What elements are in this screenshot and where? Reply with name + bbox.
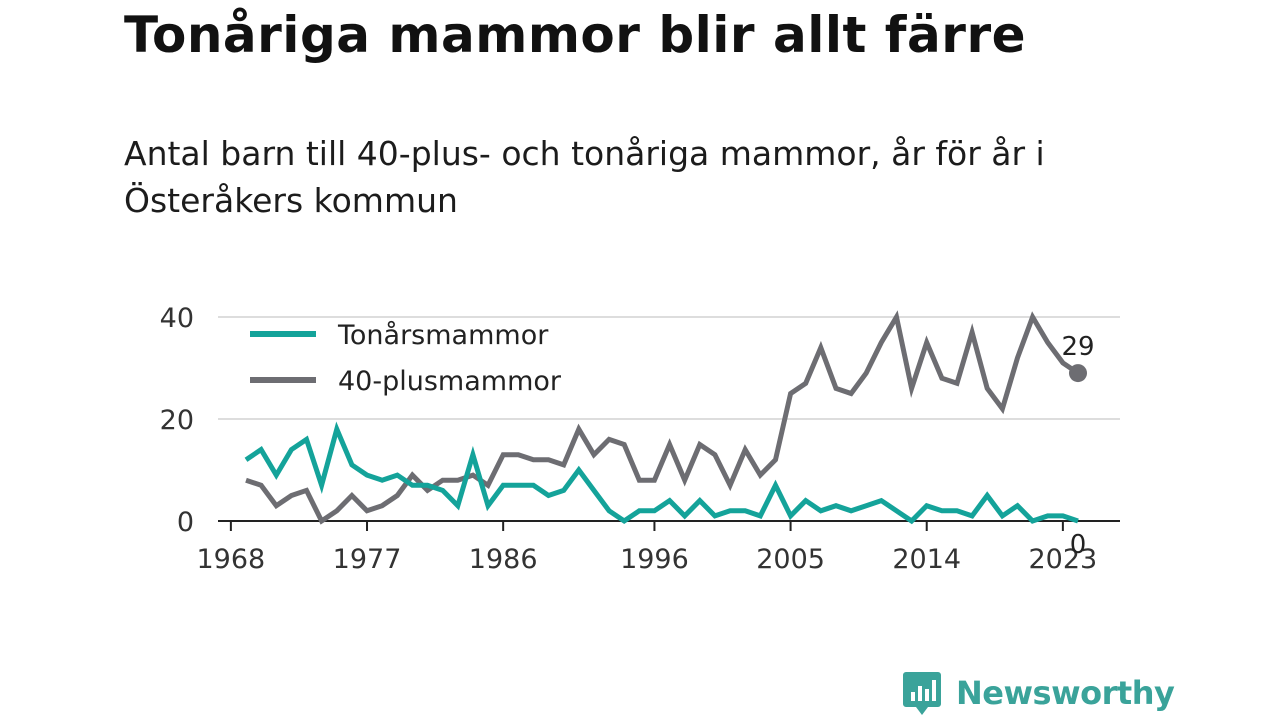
- newsworthy-logo-icon: [903, 672, 941, 715]
- x-tick-label: 1996: [620, 544, 689, 575]
- y-tick-label: 0: [177, 507, 194, 538]
- x-tick-label: 2005: [756, 544, 825, 575]
- series-lines: [244, 310, 1080, 525]
- axes: 0 20 40 1968 1977 1986 1996 2005 2014 2023: [160, 303, 1120, 575]
- chart-subtitle: Antal barn till 40-plus- och tonåriga ma…: [124, 134, 1045, 220]
- x-tick-label: 1968: [197, 544, 266, 575]
- grid-lines: [218, 316, 1120, 420]
- series-line-teen: [244, 421, 1079, 525]
- legend-label-teen: Tonårsmammor: [337, 320, 549, 351]
- brand-name: Newsworthy: [956, 674, 1175, 712]
- end-label-forty-plus: 29: [1061, 332, 1094, 362]
- x-tick-label: 1977: [333, 544, 402, 575]
- end-label-teen: 0: [1070, 530, 1087, 560]
- series-line-forty-plus: [245, 310, 1080, 525]
- data-labels: 29 0: [1061, 332, 1094, 560]
- y-tick-label: 20: [160, 405, 194, 436]
- x-tick-label: 1986: [469, 544, 538, 575]
- legend: Tonårsmammor 40-plusmammor: [250, 320, 562, 397]
- brand-logo: Newsworthy: [902, 670, 1175, 716]
- legend-label-forty-plus: 40-plusmammor: [338, 366, 562, 397]
- x-tick-label: 2023: [1029, 544, 1098, 575]
- x-tick-label: 2014: [892, 544, 961, 575]
- y-tick-label: 40: [160, 303, 194, 334]
- end-point-forty-plus: [1069, 364, 1087, 383]
- chart-title: Tonåriga mammor blir allt färre: [124, 6, 1027, 64]
